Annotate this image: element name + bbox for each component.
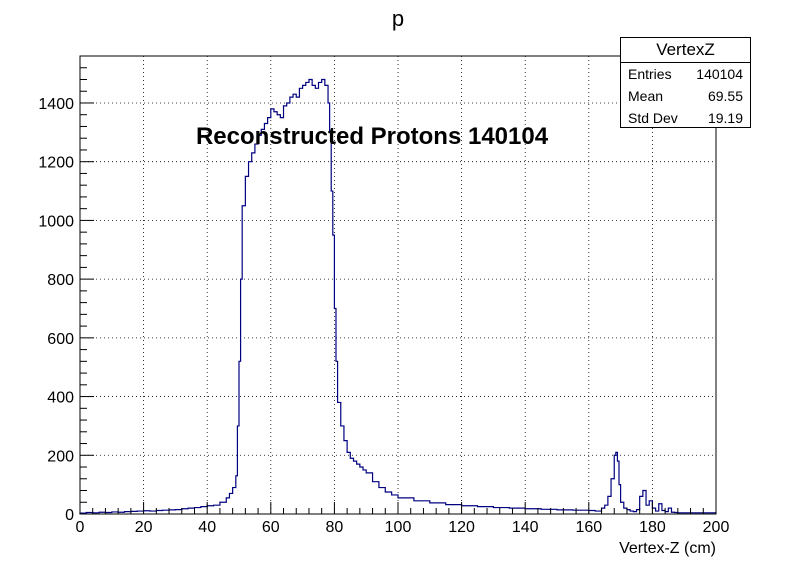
y-tick-label: 400 <box>47 390 74 407</box>
x-tick-label: 200 <box>703 519 730 536</box>
y-tick-label: 800 <box>47 272 74 289</box>
tick-layer: 0 20 40 60 80 100 120 140 160 180 200 0 200 400 600 800… <box>38 55 730 536</box>
y-tick-label: 200 <box>47 448 74 465</box>
x-tick-label: 0 <box>76 519 85 536</box>
annotation-label: Reconstructed Protons 140104 <box>196 123 549 150</box>
y-tick-label: 1000 <box>38 213 74 230</box>
y-tick-label: 1400 <box>38 96 74 113</box>
stats-label: Mean <box>628 88 664 104</box>
stats-row-mean: Mean 69.55 <box>621 85 750 107</box>
chart-title: p <box>392 6 404 31</box>
y-tick-label: 0 <box>65 507 74 524</box>
stats-label: Std Dev <box>628 110 678 126</box>
x-tick-label: 100 <box>385 519 412 536</box>
stats-row-stddev: Std Dev 19.19 <box>621 107 750 129</box>
x-axis-label: Vertex-Z (cm) <box>619 540 716 557</box>
stats-box: VertexZ Entries 140104 Mean 69.55 Std De… <box>620 37 751 128</box>
stats-value: 19.19 <box>707 110 743 126</box>
stats-value: 140104 <box>696 66 743 82</box>
stats-title: VertexZ <box>621 38 750 63</box>
stats-value: 69.55 <box>707 88 743 104</box>
x-tick-label: 180 <box>639 519 666 536</box>
x-tick-label: 120 <box>448 519 475 536</box>
x-tick-label: 60 <box>262 519 280 536</box>
y-tick-label: 1200 <box>38 155 74 172</box>
stats-row-entries: Entries 140104 <box>621 63 750 85</box>
stats-label: Entries <box>628 66 672 82</box>
x-tick-label: 40 <box>198 519 216 536</box>
x-tick-label: 140 <box>512 519 539 536</box>
y-tick-label: 600 <box>47 331 74 348</box>
x-tick-label: 80 <box>326 519 344 536</box>
histogram-line <box>79 78 717 514</box>
x-tick-label: 160 <box>575 519 602 536</box>
x-tick-label: 20 <box>135 519 153 536</box>
series-layer <box>79 78 717 514</box>
